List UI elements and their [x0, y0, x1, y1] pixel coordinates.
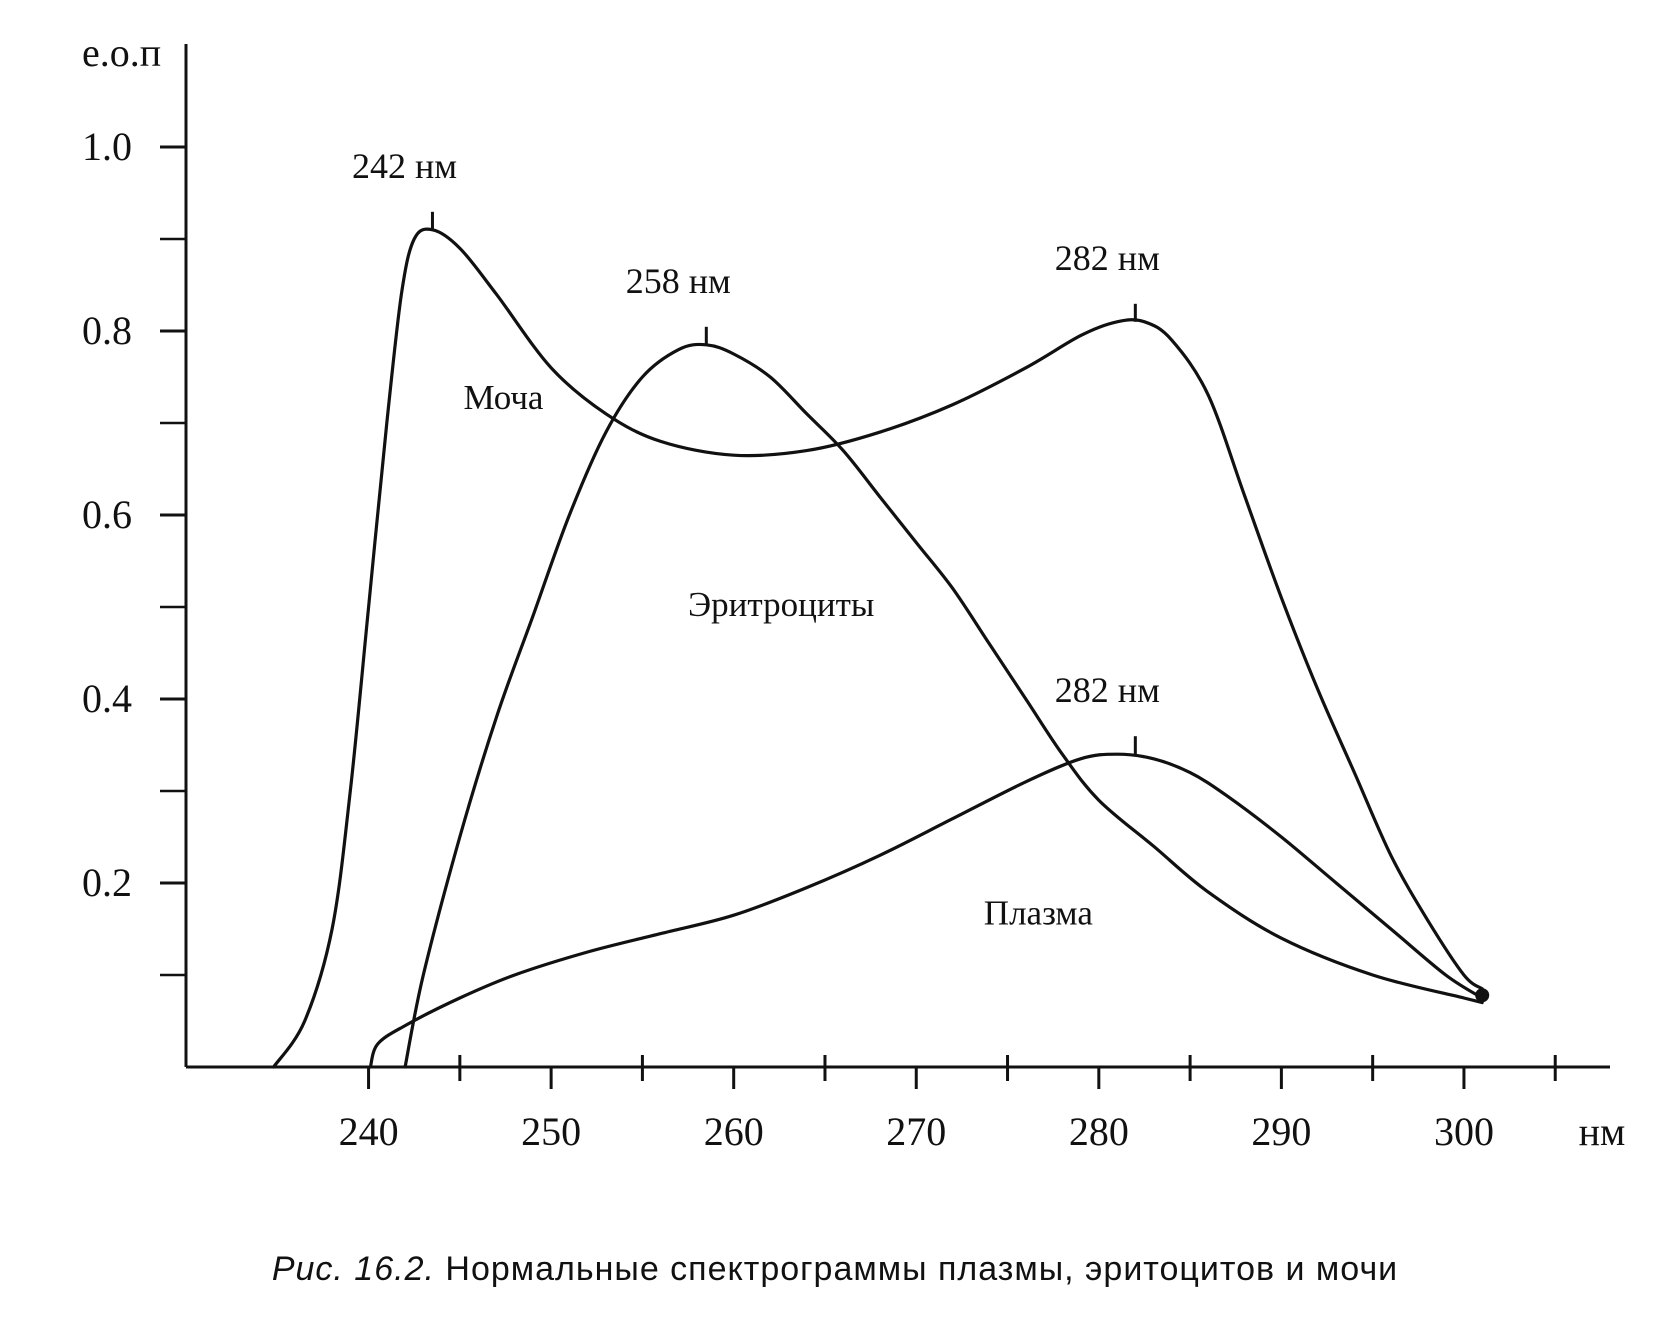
y-tick-label: 0.4	[82, 676, 132, 721]
y-tick-label: 0.8	[82, 308, 132, 353]
y-axis-title: е.о.п	[82, 30, 161, 75]
x-tick-label: 290	[1251, 1109, 1311, 1154]
caption-text: Нормальные спектрограммы плазмы, эритоци…	[445, 1250, 1399, 1288]
figure-caption: Рис. 16.2. Нормальные спектрограммы плаз…	[0, 1250, 1670, 1289]
x-axis-title: нм	[1579, 1109, 1626, 1154]
series-label-plasma: Плазма	[984, 893, 1094, 932]
series-line-urine	[272, 227, 1484, 1069]
y-tick-label: 0.6	[82, 492, 132, 537]
y-tick-label: 0.2	[82, 860, 132, 905]
peak-annotation: 258 нм	[626, 261, 731, 301]
x-tick-label: 300	[1434, 1109, 1494, 1154]
x-tick-label: 250	[521, 1109, 581, 1154]
peak-annotation: 282 нм	[1055, 238, 1160, 278]
series-line-erythrocytes	[403, 342, 1484, 1069]
x-tick-label: 280	[1069, 1109, 1129, 1154]
y-tick-label: 1.0	[82, 124, 132, 169]
caption-figure-number: Рис. 16.2.	[271, 1250, 435, 1288]
x-tick-label: 260	[704, 1109, 764, 1154]
peak-annotation: 242 нм	[352, 146, 457, 186]
curve-end-dot	[1475, 988, 1490, 1003]
series-label-erythrocytes: Эритроциты	[688, 585, 874, 624]
x-tick-label: 270	[886, 1109, 946, 1154]
series-line-plasma	[368, 752, 1484, 1069]
series-label-urine: Моча	[463, 378, 543, 417]
peak-annotation: 282 нм	[1055, 670, 1160, 710]
x-tick-label: 240	[339, 1109, 399, 1154]
